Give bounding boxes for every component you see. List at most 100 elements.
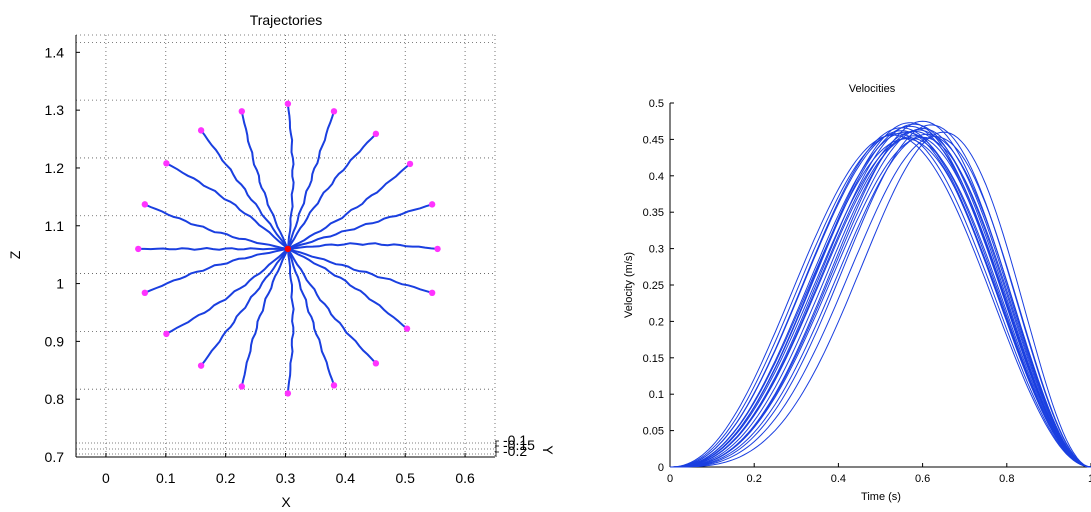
trajectories-x-ticks: 0 0.1 0.2 0.3 0.4 0.5 0.6 — [102, 453, 475, 486]
z-tick-label: 0.9 — [45, 333, 65, 349]
center-marker — [284, 245, 292, 253]
target-marker — [163, 330, 170, 338]
velocity-line — [670, 130, 1091, 468]
target-marker — [406, 160, 414, 168]
time-tick-label: 0.8 — [999, 473, 1014, 485]
target-marker — [197, 127, 205, 134]
x-tick-label: 0.4 — [336, 470, 356, 486]
target-marker — [141, 289, 149, 297]
z-tick-label: 0.7 — [45, 449, 65, 465]
x-tick-label: 0.3 — [276, 470, 296, 486]
x-tick-label: 0.6 — [455, 470, 475, 486]
trajectories-title: Trajectories — [250, 12, 323, 28]
trajectory-line — [138, 246, 288, 251]
target-marker — [403, 325, 411, 332]
trajectory-line — [287, 248, 408, 330]
x-tick-label: 0 — [102, 470, 110, 486]
target-marker — [372, 130, 380, 138]
velocity-line — [670, 131, 1091, 468]
trajectory-line — [286, 248, 335, 386]
trajectory-line — [287, 242, 438, 250]
target-marker — [434, 245, 441, 253]
time-tick-label: 0 — [667, 473, 673, 485]
velocity-line — [670, 131, 1091, 468]
velocities-chart: Velocities 0 0.2 0.4 0.6 0.8 1 0 0.05 0.1 0.15 0.… — [623, 83, 1091, 503]
y-depth-tick-label: -0.2 — [503, 443, 527, 459]
x-tick-label: 0.5 — [395, 470, 415, 486]
trajectory-line — [286, 248, 295, 394]
velocity-line — [670, 125, 1091, 468]
trajectory-line — [287, 248, 377, 365]
velocities-y-ticks: 0 0.05 0.1 0.15 0.2 0.25 0.3 0.35 0.4 0.45 0.5 — [643, 98, 674, 474]
target-marker — [284, 390, 292, 397]
trajectory-line — [240, 111, 289, 250]
velocity-line — [670, 120, 1091, 468]
target-marker — [428, 289, 436, 297]
target-marker — [284, 100, 292, 107]
velocity-line — [669, 127, 1091, 468]
velocity-line — [670, 127, 1091, 468]
trajectories-y-ticks: 0.7 0.8 0.9 1 1.1 1.2 1.3 1.4 — [45, 44, 80, 465]
y-depth-tick-label: -0.1 — [503, 432, 527, 448]
velocities-ylabel: Velocity (m/s) — [623, 252, 635, 318]
trajectories-chart: Trajectories 0 0.1 0.2 0.3 0.4 0.5 0.6 0.7 0.8 0… — [7, 12, 556, 510]
trajectories-grid — [75, 34, 496, 457]
target-marker — [330, 382, 338, 389]
velocities-axes — [669, 103, 1091, 468]
time-tick-label: 1 — [1088, 473, 1091, 485]
velocities-xlabel: Time (s) — [861, 491, 901, 503]
velocity-tick-label: 0 — [658, 462, 664, 474]
velocity-tick-label: 0.15 — [643, 353, 664, 365]
velocity-line — [670, 136, 1091, 468]
target-marker — [238, 108, 246, 115]
velocity-line — [670, 129, 1091, 468]
target-marker — [135, 245, 142, 253]
z-tick-label: 1.1 — [45, 218, 65, 234]
trajectories-xlabel: X — [281, 494, 291, 510]
time-tick-label: 0.4 — [831, 473, 846, 485]
trajectory-line — [165, 248, 289, 335]
target-marker — [238, 383, 246, 390]
velocity-tick-label: 0.1 — [649, 389, 664, 401]
trajectories-depth-axis: -0.1-0.15-0.2 Y — [495, 432, 556, 459]
trajectory-lines — [138, 103, 438, 394]
trajectories-ylabel: Z — [7, 250, 23, 259]
trajectory-line — [286, 103, 295, 249]
velocity-tick-label: 0.05 — [643, 426, 664, 438]
trajectory-line — [165, 162, 289, 250]
x-tick-label: 0.2 — [216, 470, 236, 486]
trajectory-line — [287, 163, 411, 250]
velocity-line — [670, 135, 1091, 468]
velocity-tick-label: 0.3 — [649, 244, 664, 256]
trajectory-line — [287, 203, 433, 250]
velocity-tick-label: 0.45 — [643, 134, 664, 146]
x-tick-label: 0.1 — [156, 470, 176, 486]
time-tick-label: 0.2 — [747, 473, 762, 485]
target-marker — [141, 201, 149, 208]
trajectory-line — [144, 247, 289, 294]
target-markers — [135, 100, 441, 397]
velocity-tick-label: 0.4 — [649, 171, 664, 183]
velocities-x-ticks: 0 0.2 0.4 0.6 0.8 1 — [667, 463, 1091, 485]
time-tick-label: 0.6 — [915, 473, 930, 485]
trajectory-line — [144, 203, 289, 250]
velocity-tick-label: 0.25 — [643, 280, 664, 292]
target-marker — [428, 201, 436, 208]
y-depth-axis-label: Y — [540, 445, 556, 455]
velocity-tick-label: 0.35 — [643, 207, 664, 219]
z-tick-label: 0.8 — [45, 391, 65, 407]
velocity-line — [670, 133, 1091, 468]
velocity-line — [669, 133, 1091, 468]
z-tick-label: 1.3 — [45, 102, 65, 118]
target-marker — [372, 360, 380, 367]
z-tick-label: 1.2 — [45, 160, 65, 176]
target-marker — [197, 362, 205, 369]
velocity-line — [670, 122, 1091, 468]
velocity-tick-label: 0.5 — [649, 98, 664, 110]
y-depth-tick-label: -0.15 — [503, 437, 535, 453]
velocity-tick-label: 0.2 — [649, 316, 664, 328]
z-tick-label: 1 — [56, 276, 64, 292]
trajectory-line — [200, 129, 289, 250]
velocities-title: Velocities — [849, 83, 896, 95]
